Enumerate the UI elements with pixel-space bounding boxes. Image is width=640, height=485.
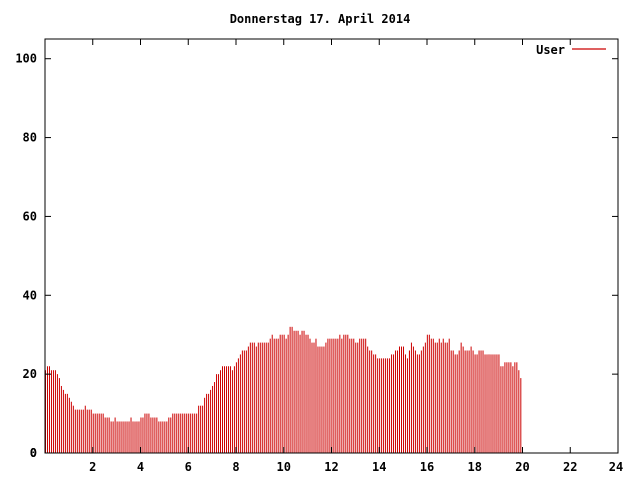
x-tick-label: 14: [372, 460, 386, 474]
legend-label: User: [536, 43, 565, 57]
x-tick-label: 16: [420, 460, 434, 474]
y-axis: 0 20 40 60 80 100: [15, 52, 618, 460]
x-tick-label: 8: [232, 460, 239, 474]
y-tick-label: 80: [23, 131, 37, 145]
y-tick-label: 20: [23, 367, 37, 381]
x-tick-label: 10: [277, 460, 291, 474]
y-tick-label: 0: [30, 446, 37, 460]
y-tick-label: 40: [23, 288, 37, 302]
x-tick-label: 12: [324, 460, 338, 474]
x-tick-label: 20: [515, 460, 529, 474]
y-tick-label: 60: [23, 209, 37, 223]
y-tick-label: 0: [30, 446, 37, 460]
x-tick-label: 4: [137, 460, 144, 474]
x-tick-label: 18: [468, 460, 482, 474]
x-axis: 02 4 6 8 10 12 14 16 18 20 22 24: [30, 39, 623, 474]
x-tick-label: 22: [563, 460, 577, 474]
x-tick-label: 6: [185, 460, 192, 474]
y-tick-label: 100: [15, 52, 37, 66]
bar-series-user: [45, 326, 522, 453]
chart-title: Donnerstag 17. April 2014: [229, 12, 411, 26]
x-tick-label: 2: [89, 460, 96, 474]
legend: User: [536, 43, 606, 57]
x-tick-label: 24: [609, 460, 623, 474]
